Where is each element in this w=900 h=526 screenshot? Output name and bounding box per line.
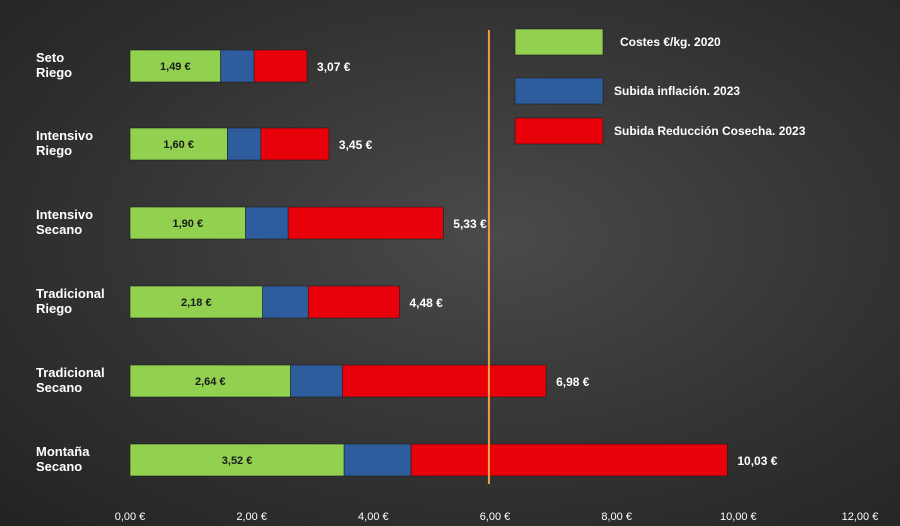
bar-value-label: 2,18 € (181, 297, 212, 309)
legend-swatch-subida-inflacion-2023 (514, 77, 604, 105)
bar-value-label: 1,49 € (160, 61, 191, 73)
bar-value-label: 2,64 € (195, 376, 226, 388)
bar-segment-montana-secano-1 (129, 443, 345, 477)
x-tick-label: 10,00 € (720, 511, 757, 523)
bar-segment-tradicional-riego-3 (307, 285, 400, 319)
legend-swatch-costes-kg-2020 (514, 28, 604, 56)
category-label: Intensivo Riego (36, 128, 93, 158)
x-tick-label: 12,00 € (842, 511, 879, 523)
x-tick-label: 4,00 € (358, 511, 389, 523)
legend-label: Subida Reducción Cosecha. 2023 (614, 124, 806, 138)
x-tick-label: 6,00 € (480, 511, 511, 523)
legend-swatch-subida-reduccion-cosecha-2023 (514, 117, 604, 145)
bar-segment-intensivo-secano-2 (245, 206, 289, 240)
bar-segment-montana-secano-2 (343, 443, 412, 477)
bar-segment-intensivo-riego-2 (227, 127, 262, 161)
bar-value-label: 1,60 € (163, 139, 194, 151)
bar-segment-intensivo-riego-3 (260, 127, 330, 161)
category-label: Tradicional Secano (36, 365, 105, 395)
bar-segment-tradicional-secano-1 (129, 364, 291, 398)
bar-total-label: 3,45 € (339, 138, 373, 152)
bar-total-label: 10,03 € (737, 454, 777, 468)
x-tick-label: 2,00 € (236, 511, 267, 523)
category-label: Tradicional Riego (36, 286, 105, 316)
x-tick-label: 8,00 € (601, 511, 632, 523)
legend-label: Costes €/kg. 2020 (620, 35, 721, 49)
bar-segment-tradicional-riego-2 (262, 285, 309, 319)
bar-total-label: 3,07 € (317, 60, 351, 74)
bar-segment-montana-secano-3 (410, 443, 728, 477)
bar-segment-intensivo-secano-1 (129, 206, 246, 240)
bar-total-label: 5,33 € (453, 217, 487, 231)
category-label: Montaña Secano (36, 444, 90, 474)
bar-segment-seto-riego-2 (220, 49, 255, 83)
bar-segment-tradicional-riego-1 (129, 285, 263, 319)
bar-value-label: 1,90 € (172, 218, 203, 230)
bar-segment-tradicional-secano-3 (342, 364, 547, 398)
bar-segment-tradicional-secano-2 (290, 364, 343, 398)
category-label: Intensivo Secano (36, 207, 93, 237)
bar-total-label: 4,48 € (409, 296, 443, 310)
bar-segment-intensivo-secano-3 (287, 206, 444, 240)
bar-segment-seto-riego-1 (129, 49, 221, 83)
x-tick-label: 0,00 € (115, 511, 146, 523)
category-label: Seto Riego (36, 50, 72, 80)
bar-value-label: 3,52 € (222, 455, 253, 467)
bar-segment-seto-riego-3 (253, 49, 308, 83)
legend-label: Subida inflación. 2023 (614, 84, 740, 98)
bar-total-label: 6,98 € (556, 375, 590, 389)
bar-segment-intensivo-riego-1 (129, 127, 228, 161)
